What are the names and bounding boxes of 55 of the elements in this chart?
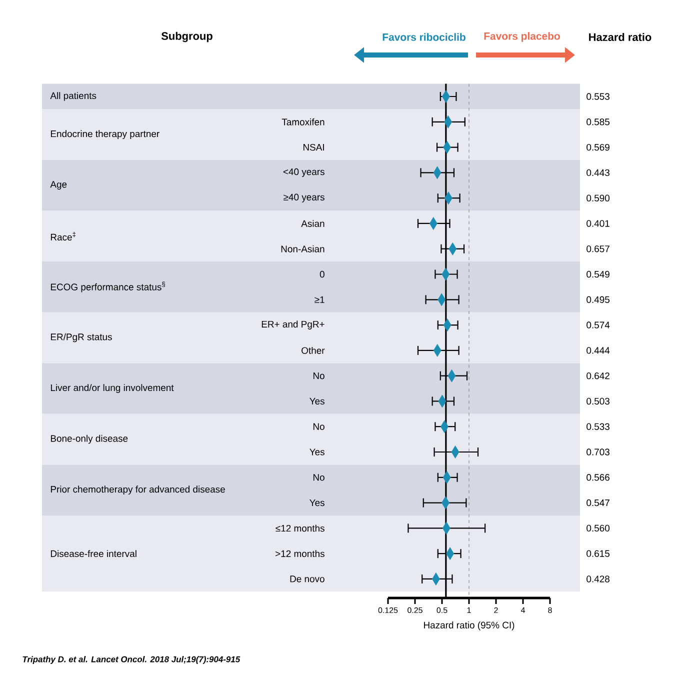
data-label: 0.574: [586, 322, 610, 328]
data-label: 0.703: [586, 448, 610, 456]
y-tick-label: No: [313, 372, 324, 380]
text: All patients: [50, 92, 96, 101]
text: Race$^{‡}$: [50, 232, 76, 241]
text: Tripathy D. et al. Lancet Oncol. 2018 Jul;19(7):904-915: [22, 656, 240, 664]
y-tick-label: ≥40 years: [284, 194, 324, 202]
y-tick-label: No: [313, 474, 324, 481]
y-tick-label: 0: [320, 270, 324, 278]
y-tick-label: <40 years: [283, 168, 324, 177]
y-tick-label: NSAI: [303, 144, 324, 151]
data-label: 0.428: [586, 576, 610, 582]
y-tick-label: Non-Asian: [281, 245, 324, 252]
y-tick-label: Tamoxifen: [282, 118, 324, 126]
text: ECOG performance status$^{§}$: [50, 282, 166, 292]
y-tick-label: Yes: [310, 499, 324, 506]
text: Disease-free interval: [50, 550, 136, 558]
data-label: 0.566: [586, 474, 610, 481]
text: Liver and/or lung involvement: [50, 384, 174, 393]
data-label: 0.443: [586, 169, 610, 176]
data-label: 0.569: [586, 144, 610, 151]
data-label: 0.547: [586, 499, 610, 506]
text: ER/PgR status: [50, 333, 112, 342]
text: Favors ribociclib: [382, 33, 466, 41]
data-label: 0.590: [586, 194, 610, 202]
y-tick-label: De novo: [290, 576, 324, 582]
data-label: 0.549: [586, 270, 610, 278]
text: Hazard ratio: [589, 32, 652, 42]
y-tick-label: No: [313, 423, 324, 430]
data-label: 0.642: [586, 372, 610, 380]
y-tick-label: ≤12 months: [276, 524, 324, 532]
data-label: 0.401: [586, 220, 610, 227]
text: Subgroup: [161, 32, 212, 42]
y-tick-label: Yes: [310, 398, 324, 405]
y-tick-label: >12 months: [276, 550, 324, 558]
data-label: 0.503: [586, 398, 610, 405]
data-label: 0.585: [586, 118, 610, 126]
text: Age: [50, 181, 67, 190]
text: Bone-only disease: [50, 434, 128, 444]
text: Endocrine therapy partner: [50, 130, 160, 140]
data-label: 0.615: [586, 550, 610, 557]
data-label: 0.495: [586, 296, 610, 303]
data-label: 0.560: [586, 524, 610, 532]
y-tick-label: Asian: [301, 220, 324, 227]
text: Favors placebo: [484, 32, 560, 42]
y-tick-label: Other: [302, 346, 325, 354]
y-tick-label: ER+ and PgR+: [262, 320, 324, 330]
text: Prior chemotherapy for advanced disease: [50, 486, 225, 495]
data-label: 0.553: [586, 93, 610, 100]
data-label: 0.533: [586, 423, 610, 430]
y-tick-label: Yes: [310, 448, 324, 456]
data-label: 0.444: [586, 347, 610, 354]
data-label: 0.657: [586, 246, 610, 252]
y-tick-label: ≥1: [314, 296, 324, 303]
x-axis-title: Hazard ratio (95% CI): [424, 622, 514, 630]
